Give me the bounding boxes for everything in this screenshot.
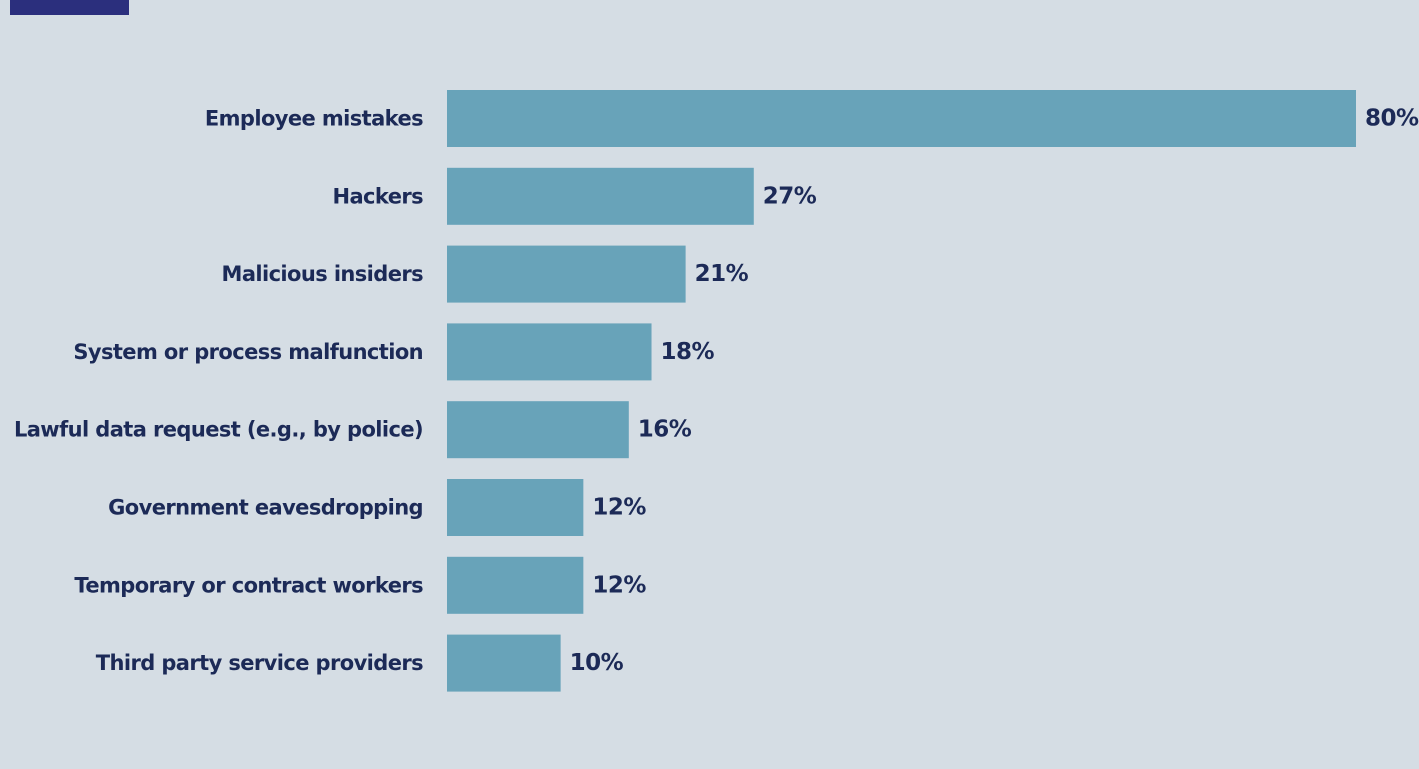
category-label: System or process malfunction	[73, 340, 423, 364]
category-label: Government eavesdropping	[108, 496, 423, 520]
bar	[447, 167, 754, 225]
value-label: 18%	[661, 339, 715, 365]
bar	[447, 634, 561, 692]
value-label: 27%	[763, 183, 817, 209]
category-label: Malicious insiders	[222, 262, 424, 286]
bar	[447, 556, 584, 614]
value-label: 10%	[570, 650, 624, 676]
bar	[447, 479, 584, 536]
category-label: Lawful data request (e.g., by police)	[14, 418, 423, 442]
category-label: Employee mistakes	[205, 107, 423, 131]
category-label: Temporary or contract workers	[74, 573, 423, 597]
bar	[447, 323, 652, 381]
value-label: 12%	[592, 495, 646, 521]
value-label: 12%	[592, 572, 646, 598]
value-label: 80%	[1365, 106, 1419, 132]
bars-group: Employee mistakes 80% Hackers 27% Malicious …	[14, 90, 1419, 692]
category-label: Hackers	[333, 184, 424, 208]
bar	[447, 401, 629, 459]
value-label: 16%	[638, 417, 692, 443]
bar	[447, 245, 686, 303]
category-label: Third party service providers	[96, 651, 423, 675]
value-label: 21%	[695, 261, 749, 287]
corner-block	[10, 0, 129, 15]
bar	[447, 90, 1356, 147]
